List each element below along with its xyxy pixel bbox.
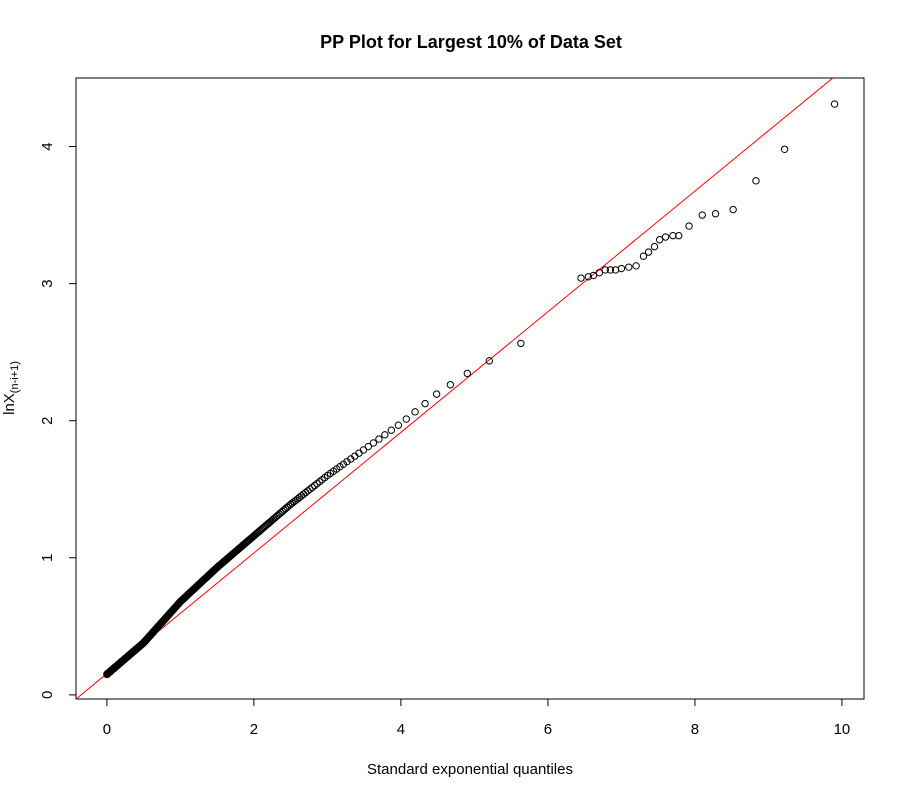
data-point (729, 205, 737, 214)
x-tick-label: 0 (103, 721, 111, 738)
y-tick-label: 3 (39, 279, 56, 287)
data-point (381, 431, 389, 439)
y-axis-label-main: lnX (1, 393, 18, 415)
data-point (306, 485, 314, 493)
data-point (711, 210, 720, 218)
data-point (650, 242, 659, 251)
data-point (675, 231, 683, 240)
x-axis-label: Standard exponential quantiles (367, 761, 573, 778)
x-tick-label: 4 (397, 721, 405, 738)
data-point (584, 273, 593, 281)
data-point (369, 439, 378, 447)
data-point (446, 381, 455, 389)
y-tick-label: 1 (39, 554, 56, 562)
data-point (359, 446, 368, 454)
data-point (625, 263, 633, 271)
y-tick-label: 0 (39, 691, 56, 699)
x-tick-label: 2 (250, 721, 258, 738)
data-point (421, 399, 429, 408)
y-axis: 0 1 2 3 4 (39, 142, 76, 699)
y-axis-label-sub: (n-i+1) (9, 361, 21, 393)
data-point (394, 421, 403, 429)
data-point (655, 236, 664, 244)
x-axis: 0 2 4 6 8 10 (103, 698, 851, 738)
data-point (517, 339, 525, 348)
data-point (669, 231, 677, 240)
data-point (308, 483, 316, 492)
plot-frame (75, 77, 865, 700)
chart-title: PP Plot for Largest 10% of Data Set (320, 32, 622, 52)
data-point (304, 487, 312, 495)
data-point (432, 390, 441, 398)
data-point (387, 426, 396, 434)
data-point (606, 266, 615, 274)
data-point (830, 100, 839, 108)
data-point (601, 266, 609, 274)
data-point (402, 415, 410, 423)
x-tick-label: 6 (544, 721, 552, 738)
x-tick-label: 8 (691, 721, 699, 738)
data-point (780, 145, 789, 153)
data-point (485, 357, 494, 365)
data-point (364, 442, 372, 451)
y-axis-label: lnX(n-i+1) (1, 361, 21, 415)
data-point (617, 264, 626, 273)
data-point (310, 481, 319, 490)
data-point (661, 233, 670, 241)
data-point (577, 274, 585, 282)
data-point (463, 369, 472, 378)
data-point (411, 408, 419, 416)
data-point (685, 222, 693, 230)
data-point (589, 271, 598, 280)
y-tick-label: 4 (39, 142, 56, 150)
data-point (644, 248, 653, 256)
data-point (313, 479, 321, 488)
y-tick-label: 2 (39, 417, 56, 425)
points-layer (103, 100, 839, 679)
data-point (698, 211, 706, 219)
data-point (639, 252, 648, 260)
data-point (632, 262, 640, 270)
data-point (595, 268, 604, 277)
data-point (752, 177, 760, 185)
data-point (375, 435, 383, 443)
x-tick-label: 10 (834, 721, 851, 738)
